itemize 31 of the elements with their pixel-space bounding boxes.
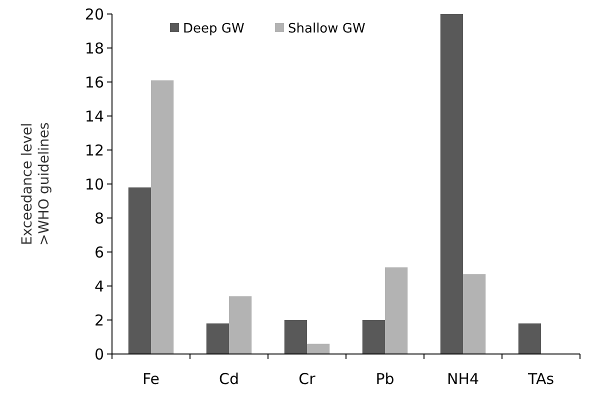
x-tick-label: Cr [298, 370, 316, 388]
x-tick-label: Pb [376, 370, 394, 388]
y-tick-label: 0 [94, 345, 104, 364]
y-tick-label: 20 [84, 5, 104, 24]
legend-label: Deep GW [183, 22, 244, 37]
legend-label: Shallow GW [288, 22, 366, 37]
x-tick-label: NH4 [446, 370, 480, 388]
y-tick-label: 12 [84, 141, 104, 160]
y-tick-label: 16 [84, 73, 104, 92]
bar [440, 14, 463, 354]
x-tick-label: TAs [526, 370, 554, 388]
bar [463, 274, 486, 354]
bar [362, 320, 385, 354]
y-tick-label: 6 [94, 243, 104, 262]
x-tick-label: Fe [142, 370, 160, 388]
bar [206, 323, 229, 354]
y-axis-title: Exceedance level >WHO guidelines [20, 122, 52, 246]
y-tick-label: 10 [84, 175, 104, 194]
y-tick-label: 4 [94, 277, 104, 296]
bar [518, 323, 541, 354]
x-tick-label: Cd [219, 370, 239, 388]
y-tick-label: 18 [84, 39, 104, 58]
bar [307, 344, 330, 354]
bar [151, 80, 174, 354]
y-tick-label: 14 [84, 107, 104, 126]
y-tick-label: 2 [94, 311, 104, 330]
bar [284, 320, 307, 354]
bar [385, 267, 408, 354]
bar [128, 187, 151, 354]
bar [229, 296, 252, 354]
y-tick-label: 8 [94, 209, 104, 228]
